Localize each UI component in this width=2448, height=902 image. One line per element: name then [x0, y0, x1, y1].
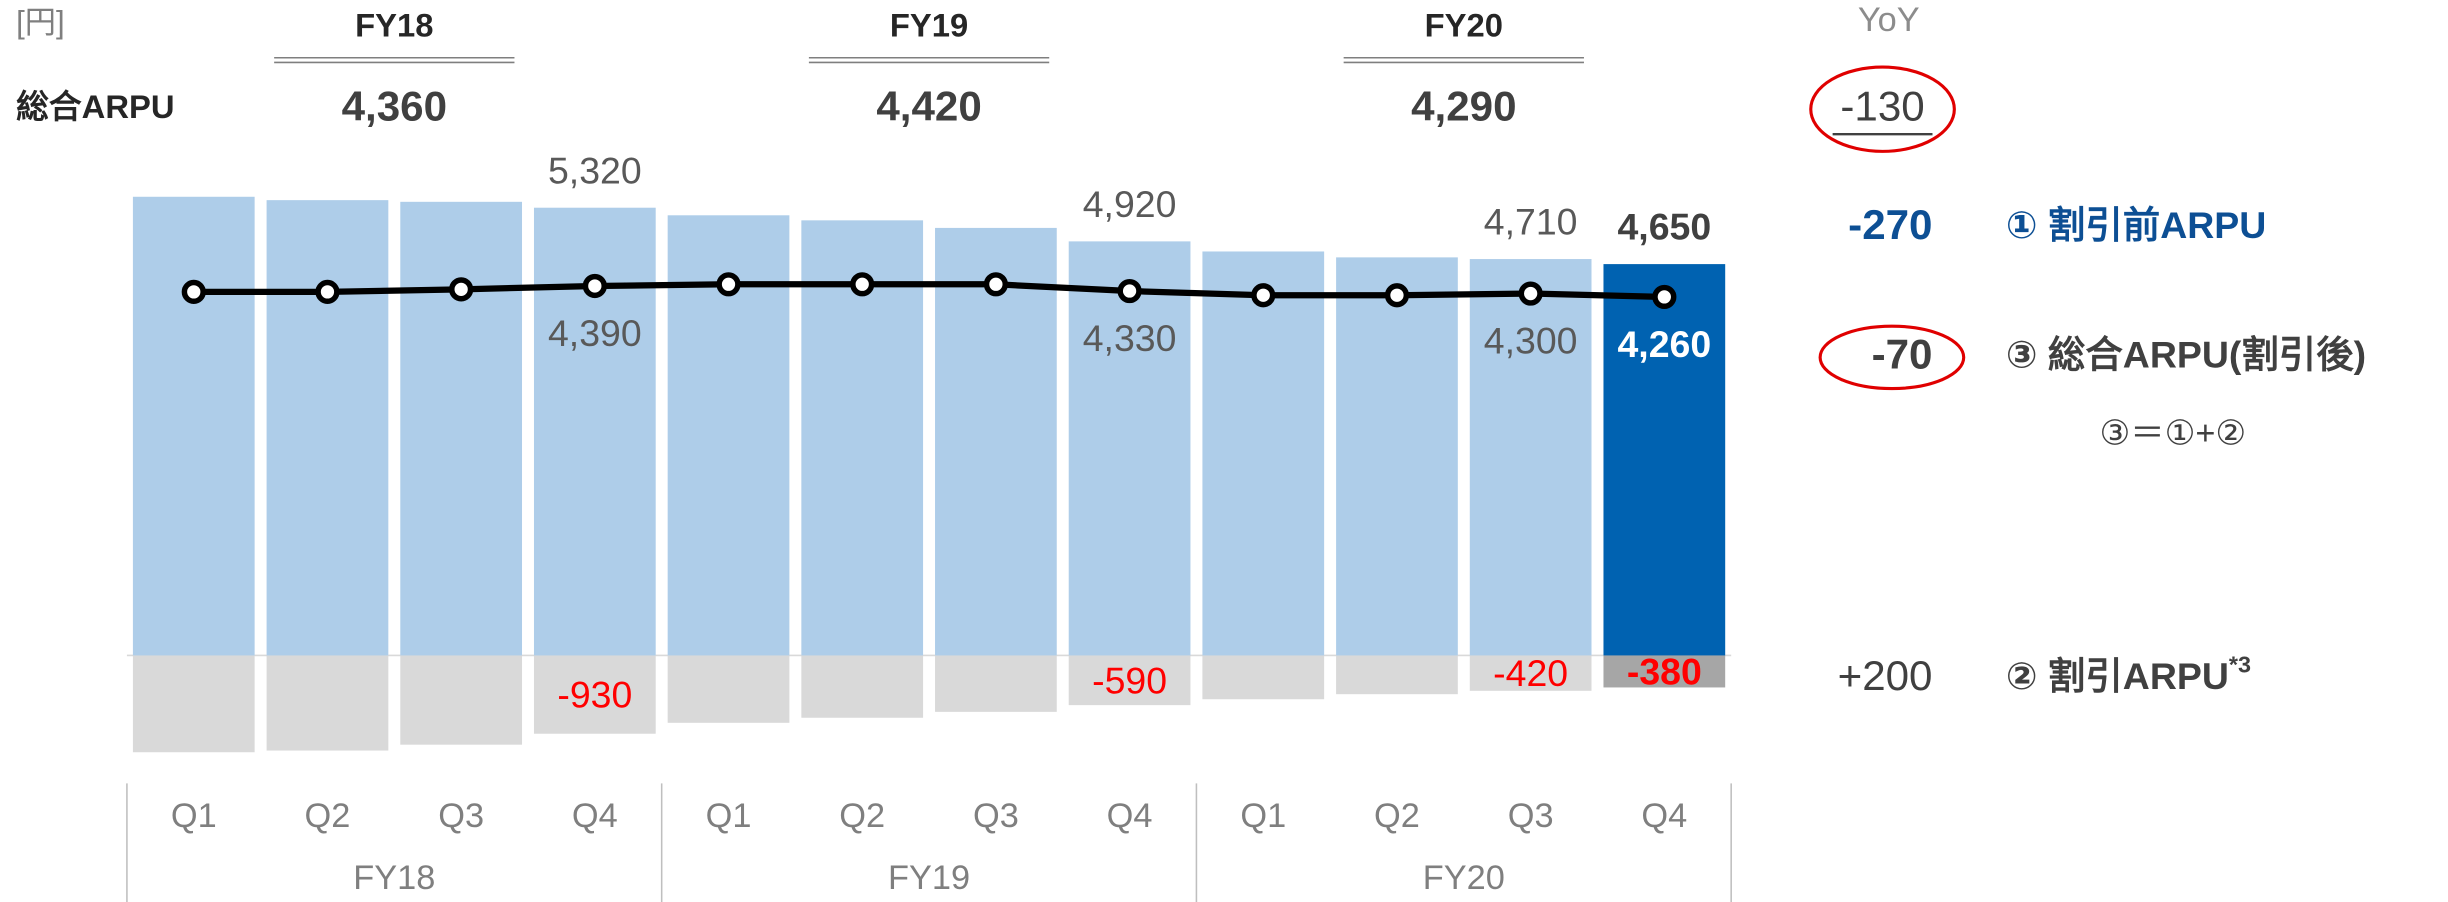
line-point [1117, 278, 1142, 304]
bar [132, 655, 255, 753]
header-group-label: FY20 [1425, 7, 1503, 44]
highlight-circle [1809, 65, 1956, 153]
line-point [582, 273, 607, 299]
yoy-value: -130 [1840, 82, 1924, 129]
x-tick-label: Q3 [973, 797, 1019, 835]
x-tick-label: Q4 [1641, 797, 1687, 835]
yoy-value: -70 [1872, 330, 1933, 377]
data-label: -930 [557, 674, 632, 716]
x-tick-label: Q2 [839, 797, 885, 835]
data-label: 4,390 [548, 312, 642, 354]
bar [266, 200, 389, 656]
line-point [1384, 283, 1410, 308]
bar [1068, 241, 1191, 656]
x-tick-label: Q4 [1107, 797, 1153, 835]
data-label: 5,320 [548, 149, 642, 191]
line-point [1518, 281, 1543, 306]
data-label: 4,300 [1484, 319, 1578, 361]
bar [400, 201, 523, 656]
annual-value: 4,290 [1411, 82, 1516, 129]
data-label: 4,260 [1617, 323, 1711, 365]
data-label: 4,650 [1617, 206, 1711, 248]
x-tick-label: Q2 [305, 797, 351, 835]
line-point [1652, 284, 1677, 310]
line-point [716, 272, 741, 297]
bar [1603, 264, 1726, 656]
x-tick-label: Q3 [1508, 797, 1554, 835]
unit-label: [円] [16, 5, 65, 40]
highlight-circle [1818, 324, 1966, 391]
header-group-label: FY19 [890, 7, 968, 44]
bar [1068, 655, 1191, 706]
bar [1469, 259, 1592, 656]
line-point [850, 272, 875, 297]
annual-row-label: 総合ARPU [16, 88, 174, 125]
data-label: -380 [1627, 650, 1702, 692]
data-label: 4,710 [1484, 201, 1578, 243]
bar [400, 655, 523, 745]
bar [1202, 655, 1325, 700]
header-group-label: FY18 [355, 7, 433, 44]
legend-name: ③ 総合ARPU(割引後) [2006, 333, 2366, 375]
bar [266, 655, 389, 751]
data-label: -590 [1092, 659, 1167, 701]
data-label: 4,920 [1083, 183, 1177, 225]
yoy-value: +200 [1838, 652, 1933, 699]
bar [533, 655, 656, 734]
x-group-label: FY18 [353, 859, 435, 897]
x-tick-label: Q1 [171, 797, 217, 835]
line-point [449, 277, 474, 302]
legend-label: ① 割引前ARPU [2006, 204, 2267, 246]
bar [667, 655, 790, 723]
bar [935, 227, 1057, 656]
x-tick-label: Q1 [1240, 797, 1286, 835]
bar [132, 196, 255, 656]
x-group-label: FY19 [888, 859, 970, 897]
line [193, 281, 1665, 301]
bar [1336, 257, 1458, 656]
legend-label: ② 割引ARPU*3 [2006, 652, 2251, 697]
x-group-label: FY20 [1423, 859, 1505, 897]
data-label: -420 [1493, 652, 1568, 694]
bar [801, 655, 924, 718]
yoy-title: YoY [1858, 1, 1920, 39]
line-point [181, 279, 206, 304]
legend-name: ① 割引前ARPU [2006, 204, 2267, 246]
legend-label: ③ 総合ARPU(割引後) [2006, 333, 2366, 375]
bar [1202, 251, 1325, 656]
bar [1336, 655, 1458, 695]
bar [1603, 655, 1726, 688]
annual-value: 4,360 [342, 82, 447, 129]
bar [935, 655, 1057, 712]
x-tick-label: Q3 [438, 797, 484, 835]
x-tick-label: Q1 [706, 797, 752, 835]
legend-name: ② 割引ARPU [2006, 655, 2229, 697]
annual-value: 4,420 [876, 82, 981, 129]
x-tick-label: Q4 [572, 797, 618, 835]
data-label: 4,330 [1083, 317, 1177, 359]
line-point [315, 279, 340, 304]
formula-note: ③＝①+② [2099, 414, 2246, 452]
bar [1469, 655, 1592, 691]
line-point [1251, 283, 1276, 308]
yoy-value: -270 [1848, 201, 1932, 248]
x-tick-label: Q2 [1374, 797, 1420, 835]
line-point [983, 272, 1008, 297]
legend-note: *3 [2229, 652, 2251, 678]
